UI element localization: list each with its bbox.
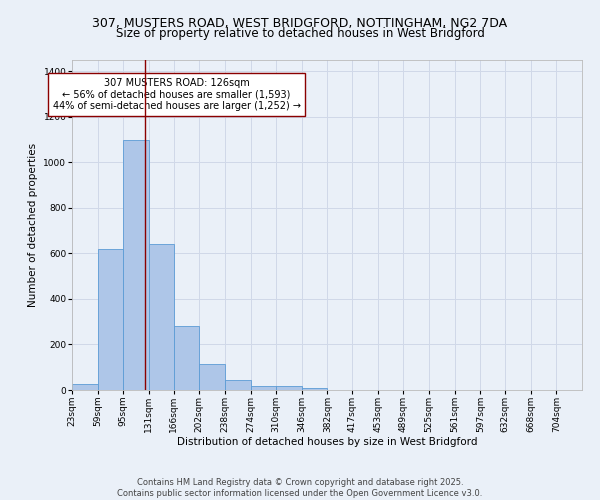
- Bar: [72, 384, 98, 390]
- Text: 307, MUSTERS ROAD, WEST BRIDGFORD, NOTTINGHAM, NG2 7DA: 307, MUSTERS ROAD, WEST BRIDGFORD, NOTTI…: [92, 18, 508, 30]
- Text: Size of property relative to detached houses in West Bridgford: Size of property relative to detached ho…: [116, 28, 484, 40]
- X-axis label: Distribution of detached houses by size in West Bridgford: Distribution of detached houses by size …: [177, 438, 477, 448]
- Bar: [302, 388, 328, 390]
- Text: 307 MUSTERS ROAD: 126sqm
← 56% of detached houses are smaller (1,593)
44% of sem: 307 MUSTERS ROAD: 126sqm ← 56% of detach…: [53, 78, 301, 112]
- Bar: [276, 386, 302, 390]
- Bar: [199, 364, 225, 390]
- Bar: [123, 140, 149, 390]
- Bar: [98, 249, 123, 390]
- Bar: [225, 380, 251, 390]
- Text: Contains HM Land Registry data © Crown copyright and database right 2025.
Contai: Contains HM Land Registry data © Crown c…: [118, 478, 482, 498]
- Y-axis label: Number of detached properties: Number of detached properties: [28, 143, 38, 307]
- Bar: [174, 326, 199, 390]
- Bar: [149, 244, 174, 390]
- Bar: [251, 386, 276, 390]
